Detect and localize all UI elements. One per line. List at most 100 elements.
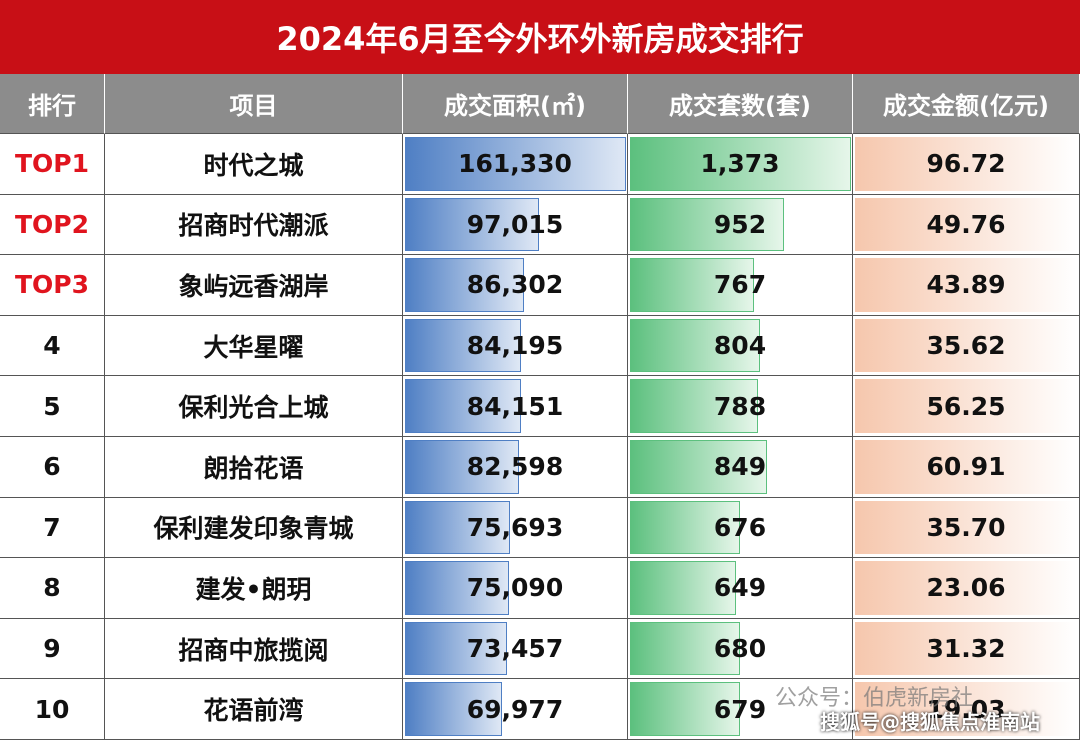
project-name: 招商中旅揽阅 <box>105 618 403 680</box>
value-cell: 767 <box>628 255 853 316</box>
data-bar <box>405 379 522 433</box>
cell-text: 60.91 <box>926 452 1006 482</box>
rank: TOP1 <box>0 134 105 195</box>
cell-text: 84,151 <box>466 391 564 421</box>
cell-text: 75,693 <box>466 512 564 542</box>
cell-text: 大华星曜 <box>203 332 304 362</box>
cell-shade <box>855 318 1076 373</box>
value-cell: 676 <box>628 497 853 559</box>
cell-text: TOP3 <box>14 270 90 300</box>
data-bar <box>630 682 741 736</box>
cell-text: 49.76 <box>926 209 1006 239</box>
value-cell: 1,373 <box>628 134 853 195</box>
rank: 8 <box>0 558 105 619</box>
value-cell: 788 <box>628 376 853 437</box>
rank: TOP3 <box>0 255 105 316</box>
value-cell: 161,330 <box>403 134 628 195</box>
project-name: 时代之城 <box>105 134 403 195</box>
cell-text: 象屿远香湖岸 <box>178 271 329 301</box>
column-header: 成交金额(亿元) <box>853 74 1080 134</box>
rank: TOP2 <box>0 194 105 256</box>
value-cell: 35.62 <box>853 315 1080 377</box>
data-bar <box>630 379 758 433</box>
cell-shade <box>855 440 1076 494</box>
cell-text: 96.72 <box>926 149 1006 179</box>
data-bar <box>630 258 755 312</box>
value-cell: 75,090 <box>403 558 628 619</box>
cell-text: 75,090 <box>466 573 564 603</box>
cell-text: 952 <box>713 209 767 239</box>
rank: 6 <box>0 437 105 498</box>
cell-text: 767 <box>713 270 767 300</box>
cell-shade <box>855 258 1076 312</box>
cell-text: 84,195 <box>466 331 564 361</box>
value-cell: 75,693 <box>403 497 628 559</box>
cell-text: 649 <box>713 573 767 603</box>
value-cell: 82,598 <box>403 437 628 498</box>
value-cell: 679 <box>628 679 853 740</box>
cell-shade <box>855 500 1076 555</box>
cell-text: 19.03 <box>926 694 1006 724</box>
cell-text: 23.06 <box>926 573 1006 603</box>
watermark: 公众号：伯虎新房社 <box>775 686 974 711</box>
data-bar <box>630 621 741 676</box>
cell-text: 保利光合上城 <box>178 393 329 423</box>
cell-text: TOP2 <box>14 209 90 239</box>
project-name: 建发•朗玥 <box>105 558 403 619</box>
value-cell: 23.06 <box>853 558 1080 619</box>
cell-text: 161,330 <box>458 149 572 179</box>
rank: 10 <box>0 679 105 740</box>
cell-text: 97,015 <box>466 209 564 239</box>
column-header: 项目 <box>105 74 403 134</box>
cell-shade <box>855 197 1076 252</box>
cell-text: 5 <box>43 391 61 421</box>
cell-text: 31.32 <box>926 634 1006 664</box>
value-cell: 19.03 <box>853 679 1080 740</box>
column-header: 成交套数(套) <box>628 74 853 134</box>
data-bar <box>630 500 740 555</box>
cell-text: 7 <box>43 512 61 542</box>
project-name: 保利建发印象青城 <box>105 497 403 559</box>
column-header: 排行 <box>0 74 105 134</box>
cell-text: 43.89 <box>926 270 1006 300</box>
rank: 5 <box>0 376 105 437</box>
project-name: 招商时代潮派 <box>105 194 403 256</box>
cell-text: 8 <box>43 573 61 603</box>
value-cell: 649 <box>628 558 853 619</box>
project-name: 大华星曜 <box>105 315 403 377</box>
value-cell: 31.32 <box>853 618 1080 680</box>
cell-text: 保利建发印象青城 <box>153 514 354 544</box>
rank: 4 <box>0 315 105 377</box>
value-cell: 35.70 <box>853 497 1080 559</box>
cell-text: 时代之城 <box>203 150 304 180</box>
cell-text: 69,977 <box>466 694 564 724</box>
title: 2024年6月至今外环外新房成交排行 <box>0 0 1080 74</box>
cell-text: 73,457 <box>466 634 564 664</box>
value-cell: 43.89 <box>853 255 1080 316</box>
data-bar <box>405 137 626 191</box>
cell-text: 招商时代潮派 <box>178 211 329 241</box>
cell-text: 849 <box>713 452 767 482</box>
cell-text: 82,598 <box>466 452 564 482</box>
value-cell: 69,977 <box>403 679 628 740</box>
value-cell: 84,195 <box>403 315 628 377</box>
rank: 9 <box>0 618 105 680</box>
cell-text: 花语前湾 <box>203 696 304 726</box>
cell-text: 朗拾花语 <box>203 453 304 483</box>
cell-text: 10 <box>34 694 70 724</box>
value-cell: 97,015 <box>403 194 628 256</box>
data-bar <box>405 561 509 615</box>
cell-text: 788 <box>713 391 767 421</box>
cell-text: 86,302 <box>466 270 564 300</box>
project-name: 花语前湾 <box>105 679 403 740</box>
cell-text: 804 <box>713 331 767 361</box>
data-bar <box>405 500 510 555</box>
data-bar <box>630 440 768 494</box>
value-cell: 56.25 <box>853 376 1080 437</box>
cell-text: 招商中旅揽阅 <box>178 635 329 665</box>
cell-text: 35.62 <box>926 331 1006 361</box>
data-bar <box>405 197 539 252</box>
cell-text: 9 <box>43 634 61 664</box>
value-cell: 86,302 <box>403 255 628 316</box>
data-bar <box>630 197 784 252</box>
